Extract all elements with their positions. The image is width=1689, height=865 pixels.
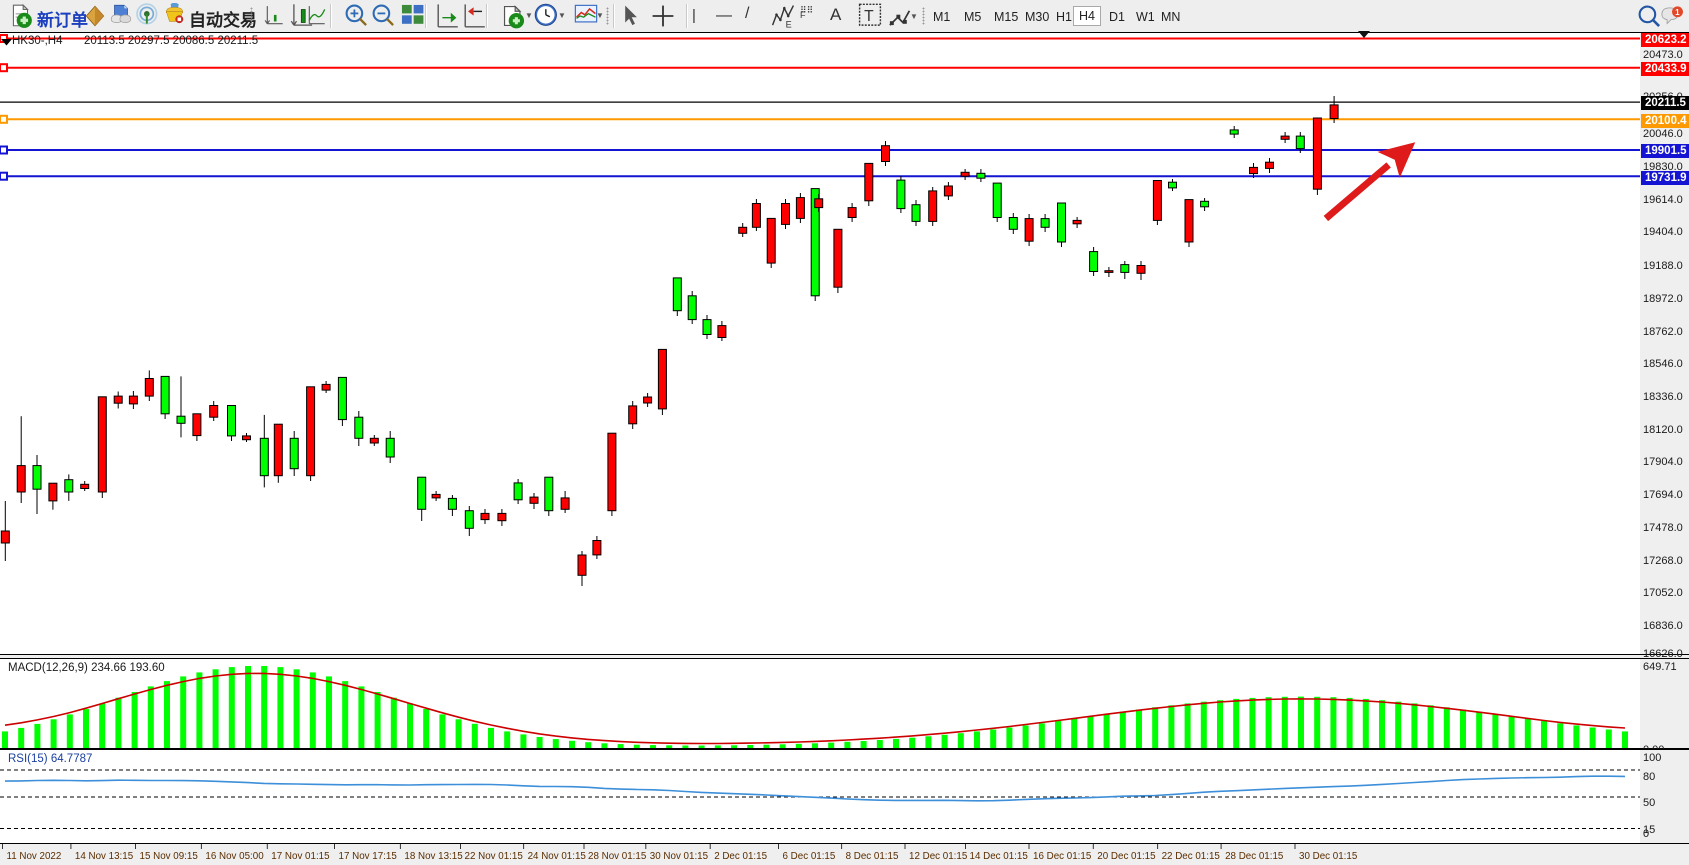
svg-text:12 Dec 01:15: 12 Dec 01:15 — [909, 851, 968, 862]
svg-text:2 Dec 01:15: 2 Dec 01:15 — [714, 851, 767, 862]
svg-text:RSI(15) 64.7787: RSI(15) 64.7787 — [8, 753, 92, 765]
svg-text:28 Dec 01:15: 28 Dec 01:15 — [1225, 851, 1284, 862]
svg-text:17 Nov 17:15: 17 Nov 17:15 — [339, 851, 398, 862]
svg-text:14 Nov 13:15: 14 Nov 13:15 — [75, 851, 134, 862]
svg-text:16 Dec 01:15: 16 Dec 01:15 — [1033, 851, 1092, 862]
svg-text:8 Dec 01:15: 8 Dec 01:15 — [846, 851, 899, 862]
svg-text:20113.5 20297.5 20086.5 20211.: 20113.5 20297.5 20086.5 20211.5 — [84, 35, 258, 47]
svg-text:6 Dec 01:15: 6 Dec 01:15 — [783, 851, 836, 862]
svg-text:24 Nov 01:15: 24 Nov 01:15 — [528, 851, 587, 862]
svg-text:15 Nov 09:15: 15 Nov 09:15 — [140, 851, 199, 862]
svg-text:T: T — [864, 8, 874, 25]
svg-text:1: 1 — [1675, 8, 1680, 17]
svg-text:14 Dec 01:15: 14 Dec 01:15 — [970, 851, 1029, 862]
svg-text:30 Nov 01:15: 30 Nov 01:15 — [650, 851, 709, 862]
svg-text:28 Nov 01:15: 28 Nov 01:15 — [588, 851, 647, 862]
svg-text:11 Nov 2022: 11 Nov 2022 — [7, 851, 62, 862]
svg-text:17 Nov 01:15: 17 Nov 01:15 — [271, 851, 330, 862]
svg-text:22 Dec 01:15: 22 Dec 01:15 — [1162, 851, 1221, 862]
svg-text:MACD(12,26,9) 234.66 193.60: MACD(12,26,9) 234.66 193.60 — [8, 662, 165, 674]
svg-text:18 Nov 13:15: 18 Nov 13:15 — [404, 851, 463, 862]
svg-text:HK30-,H4: HK30-,H4 — [12, 35, 63, 47]
svg-text:20 Dec 01:15: 20 Dec 01:15 — [1097, 851, 1156, 862]
svg-text:22 Nov 01:15: 22 Nov 01:15 — [465, 851, 524, 862]
svg-text:16 Nov 05:00: 16 Nov 05:00 — [205, 851, 264, 862]
svg-text:30 Dec 01:15: 30 Dec 01:15 — [1299, 851, 1358, 862]
svg-text:E: E — [786, 20, 792, 29]
